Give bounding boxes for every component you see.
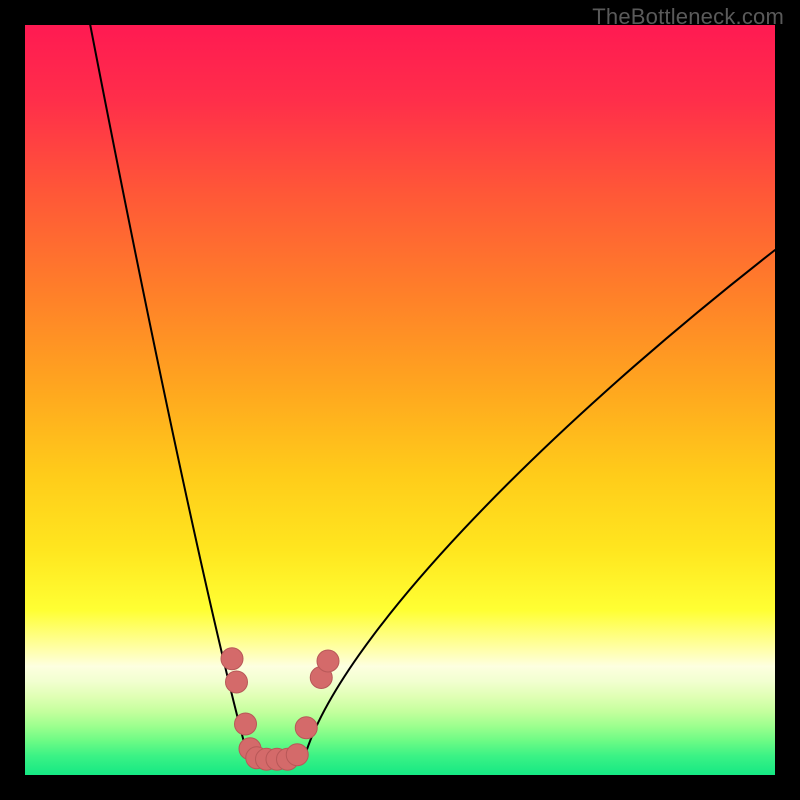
chart-frame — [25, 25, 775, 775]
marker-dot — [235, 713, 257, 735]
chart-stage: TheBottleneck.com — [0, 0, 800, 800]
marker-dot — [221, 648, 243, 670]
marker-dot — [295, 717, 317, 739]
marker-dot — [226, 671, 248, 693]
marker-dot — [286, 744, 308, 766]
watermark-text: TheBottleneck.com — [592, 4, 784, 30]
marker-dot — [317, 650, 339, 672]
gradient-background — [25, 25, 775, 775]
chart-plot — [25, 25, 775, 775]
